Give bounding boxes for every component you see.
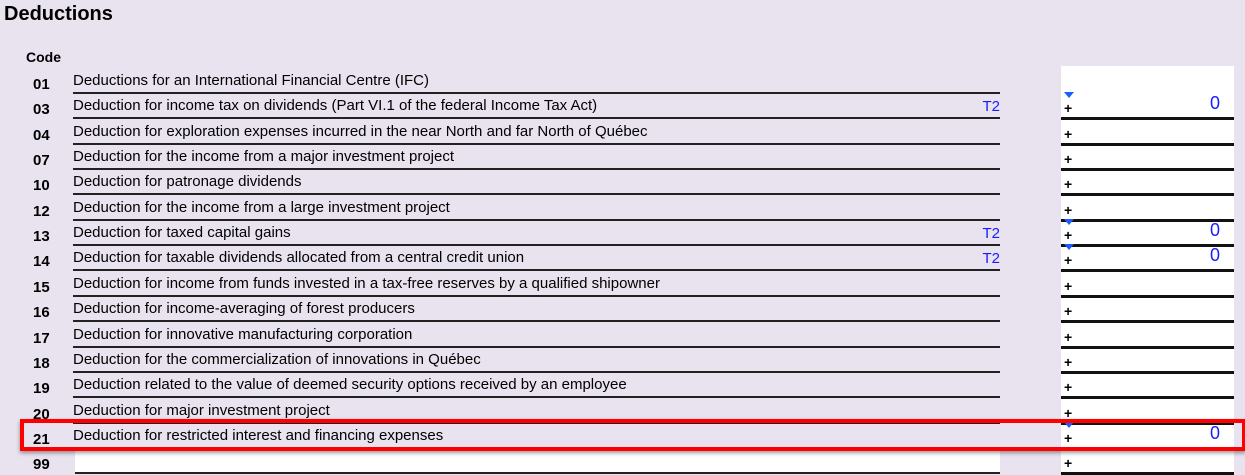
table-row: 17 Deduction for innovative manufacturing… [0, 324, 1245, 349]
table-row: 16 Deduction for income-averaging of fore… [0, 298, 1245, 324]
amount-field[interactable]: + [1061, 324, 1234, 349]
plus-sign: + [1064, 429, 1073, 446]
row-code: 15 [33, 278, 50, 296]
row-code: 18 [33, 354, 50, 372]
highlight-box [20, 419, 1245, 451]
row-description: Deductions for an International Financia… [73, 70, 1000, 94]
plus-sign: + [1064, 252, 1073, 269]
row-description: Deduction for taxed capital gains [73, 222, 1000, 247]
plus-sign: + [1064, 353, 1073, 370]
row-code: 17 [33, 329, 50, 347]
row-code: 10 [33, 177, 50, 195]
row-code: 13 [33, 228, 50, 246]
table-row: 14 Deduction for taxable dividends alloca… [0, 244, 1245, 273]
section-title: Deductions [4, 3, 113, 25]
amount-field[interactable]: + [1061, 171, 1234, 197]
amount-field[interactable]: + [1061, 400, 1234, 425]
amount-field[interactable]: + [1061, 146, 1234, 172]
table-row: 04 Deduction for exploration expenses inc… [0, 121, 1245, 146]
amount-field[interactable]: +0 [1061, 219, 1234, 248]
t2-link[interactable]: T2 [982, 225, 1000, 243]
row-code: 21 [33, 430, 50, 448]
amount-value: 0 [1209, 93, 1220, 114]
plus-sign: + [1064, 379, 1073, 396]
row-description: Deduction related to the value of deemed… [73, 374, 1000, 399]
row-description: Deduction for income-averaging of forest… [73, 298, 1000, 323]
row-description[interactable] [75, 450, 1000, 475]
amount-field[interactable]: + [1061, 298, 1234, 324]
row-description: Deduction for the income from a major in… [73, 146, 1000, 171]
plus-sign: + [1064, 201, 1073, 218]
amount-field[interactable]: + [1061, 121, 1234, 146]
amount-value: 0 [1209, 220, 1220, 241]
plus-sign: + [1064, 151, 1073, 168]
row-description: Deduction for income from funds invested… [73, 273, 1000, 297]
row-code: 07 [33, 152, 50, 170]
row-description: Deduction for taxable dividends allocate… [73, 247, 1000, 272]
linked-value-marker-icon [1064, 421, 1074, 428]
amount-value: 0 [1209, 422, 1220, 443]
amount-field[interactable]: + [1061, 374, 1234, 400]
t2-link[interactable]: T2 [982, 98, 1000, 116]
row-description: Deduction for patronage dividends [73, 171, 1000, 196]
table-row: 01 Deductions for an International Financ… [0, 70, 1245, 95]
table-row: 03 Deduction for income tax on dividends … [0, 92, 1245, 121]
row-description: Deduction for innovative manufacturing c… [73, 324, 1000, 348]
table-row: 18 Deduction for the commercialization of… [0, 349, 1245, 374]
row-description: Deduction for income tax on dividends (P… [73, 95, 1000, 120]
amount-field[interactable]: +0 [1061, 244, 1234, 273]
linked-value-marker-icon [1064, 244, 1074, 251]
amount-field[interactable]: + [1061, 197, 1234, 222]
table-row: 13 Deduction for taxed capital gains T2 +0 [0, 219, 1245, 248]
t2-link[interactable]: T2 [982, 250, 1000, 268]
amount-field[interactable]: + [1061, 349, 1234, 374]
code-column-header: Code [26, 49, 61, 65]
row-code: 16 [33, 304, 50, 322]
plus-sign: + [1064, 176, 1073, 193]
row-description: Deduction for exploration expenses incur… [73, 121, 1000, 145]
plus-sign: + [1064, 227, 1073, 244]
amount-field[interactable]: +0 [1061, 92, 1234, 121]
plus-sign: + [1064, 100, 1073, 117]
row-code: 19 [33, 380, 50, 398]
row-description: Deduction for the commercialization of i… [73, 349, 1000, 373]
row-code: 01 [33, 76, 50, 93]
table-row: 15 Deduction for income from funds invest… [0, 273, 1245, 298]
plus-sign: + [1064, 404, 1073, 421]
row-code: 12 [33, 202, 50, 220]
plus-sign: + [1064, 277, 1073, 294]
table-row: 19 Deduction related to the value of deem… [0, 374, 1245, 400]
amount-field[interactable]: + [1061, 273, 1234, 298]
amount-field[interactable]: + [1061, 450, 1234, 475]
linked-value-marker-icon [1064, 219, 1074, 226]
row-code: 03 [33, 101, 50, 119]
table-row: 10 Deduction for patronage dividends + [0, 171, 1245, 197]
plus-sign: + [1064, 303, 1073, 320]
row-code: 04 [33, 126, 50, 144]
row-code: 20 [33, 405, 50, 423]
table-row: 99 + [0, 450, 1245, 475]
plus-sign: + [1064, 125, 1073, 142]
plus-sign: + [1064, 328, 1073, 345]
row-description: Deduction for the income from a large in… [73, 197, 1000, 221]
linked-value-marker-icon [1064, 92, 1074, 99]
table-row: 07 Deduction for the income from a major … [0, 146, 1245, 172]
plus-sign: + [1064, 455, 1073, 472]
row-code: 14 [33, 253, 50, 271]
row-code: 99 [33, 456, 50, 474]
amount-value: 0 [1209, 245, 1220, 266]
table-row: 12 Deduction for the income from a large … [0, 197, 1245, 222]
